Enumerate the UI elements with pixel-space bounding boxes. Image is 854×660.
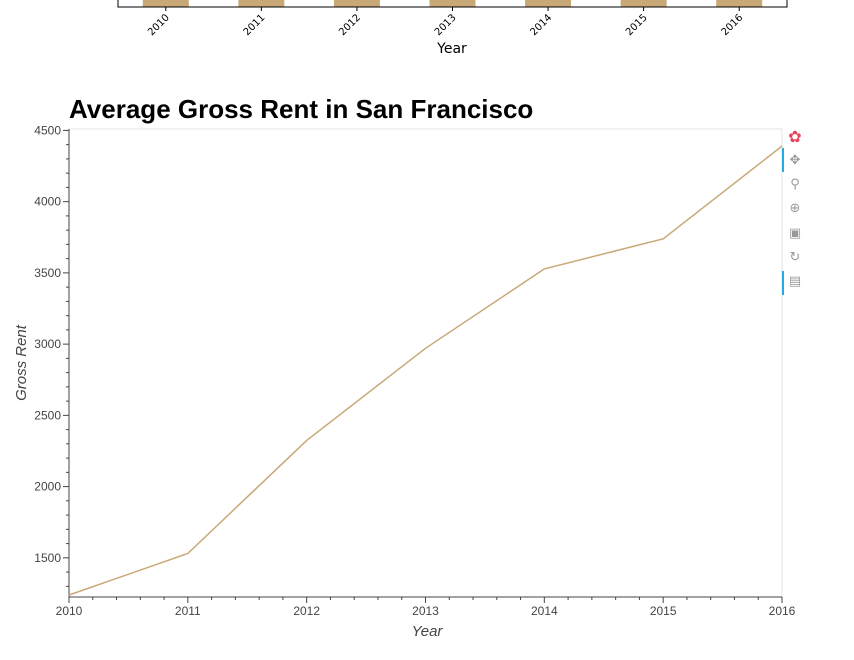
x-tick-label: 2016 bbox=[769, 604, 796, 618]
top-bar bbox=[429, 0, 476, 7]
x-tick-label: 2012 bbox=[293, 604, 320, 618]
y-axis-label: Gross Rent bbox=[13, 324, 30, 401]
hover-icon[interactable]: ▤ bbox=[788, 273, 802, 289]
top-x-axis-label: Year bbox=[436, 41, 467, 57]
x-tick-label: 2014 bbox=[531, 604, 558, 618]
y-axis: 1500 2000 2500 3000 3500 4000 4500 bbox=[34, 123, 70, 597]
hover-active-indicator bbox=[782, 271, 784, 295]
box-zoom-icon[interactable]: ⚲ bbox=[790, 176, 800, 192]
top-x-tick-label: 2011 bbox=[242, 12, 268, 38]
y-tick-label: 3500 bbox=[34, 266, 61, 280]
top-x-tick-label: 2014 bbox=[528, 12, 554, 38]
x-tick-label: 2013 bbox=[412, 604, 439, 618]
x-axis-label: Year bbox=[412, 623, 444, 640]
top-x-tick-label: 2012 bbox=[337, 12, 363, 38]
y-tick-label: 4500 bbox=[34, 123, 61, 137]
y-tick-label: 1500 bbox=[34, 551, 61, 565]
top-bar bbox=[238, 0, 285, 7]
series-line bbox=[68, 145, 783, 596]
y-tick-label: 3000 bbox=[34, 337, 61, 351]
y-tick-label: 4000 bbox=[34, 195, 61, 209]
y-tick-label: 2000 bbox=[34, 480, 61, 494]
top-x-tick-label: 2016 bbox=[720, 12, 746, 38]
y-tick-label: 2500 bbox=[34, 408, 61, 422]
top-x-tick-label: 2015 bbox=[624, 12, 650, 38]
x-tick-label: 2015 bbox=[650, 604, 677, 618]
top-bar bbox=[716, 0, 763, 7]
save-icon[interactable]: ▣ bbox=[788, 225, 802, 241]
bokeh-logo-icon[interactable]: ✿ bbox=[788, 126, 802, 146]
pan-icon[interactable]: ✥ bbox=[789, 152, 801, 168]
wheel-zoom-icon[interactable]: ⊕ bbox=[789, 200, 801, 216]
x-tick-label: 2011 bbox=[175, 604, 201, 618]
pan-active-indicator bbox=[782, 148, 784, 172]
top-bar bbox=[525, 0, 572, 7]
top-bar bbox=[142, 0, 189, 7]
reset-icon[interactable]: ↻ bbox=[789, 249, 801, 265]
top-x-tick-label: 2010 bbox=[146, 12, 172, 38]
x-axis: 2010 2011 2012 2013 2014 2015 2016 bbox=[56, 596, 796, 618]
top-bar-chart: 2010 2011 2012 2013 2014 2015 2016 Year bbox=[117, 0, 788, 57]
x-tick-label: 2010 bbox=[56, 604, 83, 618]
top-bar bbox=[620, 0, 667, 7]
chart-title: Average Gross Rent in San Francisco bbox=[69, 94, 534, 124]
top-x-tick-label: 2013 bbox=[433, 12, 459, 38]
top-bar bbox=[333, 0, 380, 7]
chart-toolbar: ✿ ✥ ⚲ ⊕ ▣ ↻ ▤ bbox=[782, 126, 808, 298]
plot-frame bbox=[68, 128, 783, 598]
